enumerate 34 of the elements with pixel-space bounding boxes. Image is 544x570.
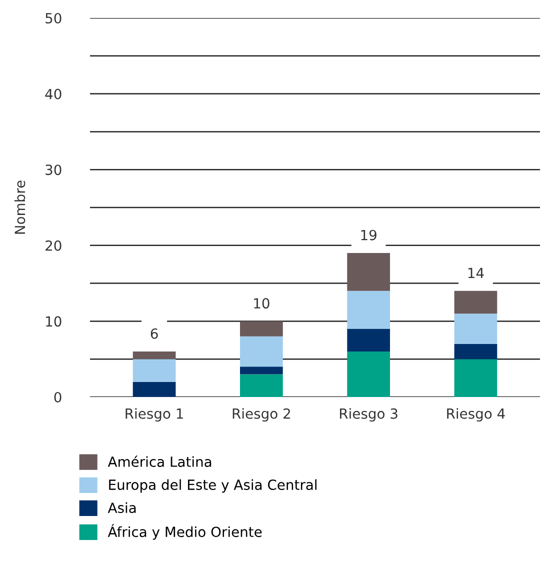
y-tick-label: 20 xyxy=(46,240,62,251)
x-tick-label: Riesgo 1 xyxy=(126,408,183,422)
bar xyxy=(347,352,390,397)
y-axis-title: Nombre xyxy=(14,180,26,234)
bar xyxy=(240,366,283,374)
bar xyxy=(347,290,390,329)
bar xyxy=(347,328,390,352)
x-tick-label: Riesgo 2 xyxy=(232,408,290,422)
legend-label: Asia xyxy=(108,502,136,514)
x-tick-label: Riesgo 4 xyxy=(447,408,505,422)
y-tick-label: 10 xyxy=(46,316,62,327)
y-tick-label: 40 xyxy=(45,88,62,100)
total-label: 14 xyxy=(468,268,484,278)
x-tick-label: Riesgo 3 xyxy=(340,408,398,422)
bar xyxy=(454,359,498,397)
bar xyxy=(132,382,176,397)
bar xyxy=(454,290,498,314)
bar xyxy=(454,314,498,344)
bar xyxy=(132,359,176,382)
bar xyxy=(240,374,283,397)
bar xyxy=(454,344,498,360)
legend-label: América Latina xyxy=(108,456,212,467)
y-tick-label: 50 xyxy=(46,12,62,24)
legend-label: Europa del Este y Asia Central xyxy=(109,479,316,493)
bar xyxy=(240,336,283,367)
bar xyxy=(240,321,283,336)
total-label: 19 xyxy=(361,230,376,240)
bar xyxy=(132,352,176,360)
legend-label: África y Medio Oriente xyxy=(108,524,262,540)
y-tick-label: 30 xyxy=(46,164,62,176)
bar xyxy=(347,252,390,291)
total-label: 10 xyxy=(254,298,270,309)
y-tick-label: 0 xyxy=(54,392,62,402)
total-label: 6 xyxy=(150,328,158,339)
